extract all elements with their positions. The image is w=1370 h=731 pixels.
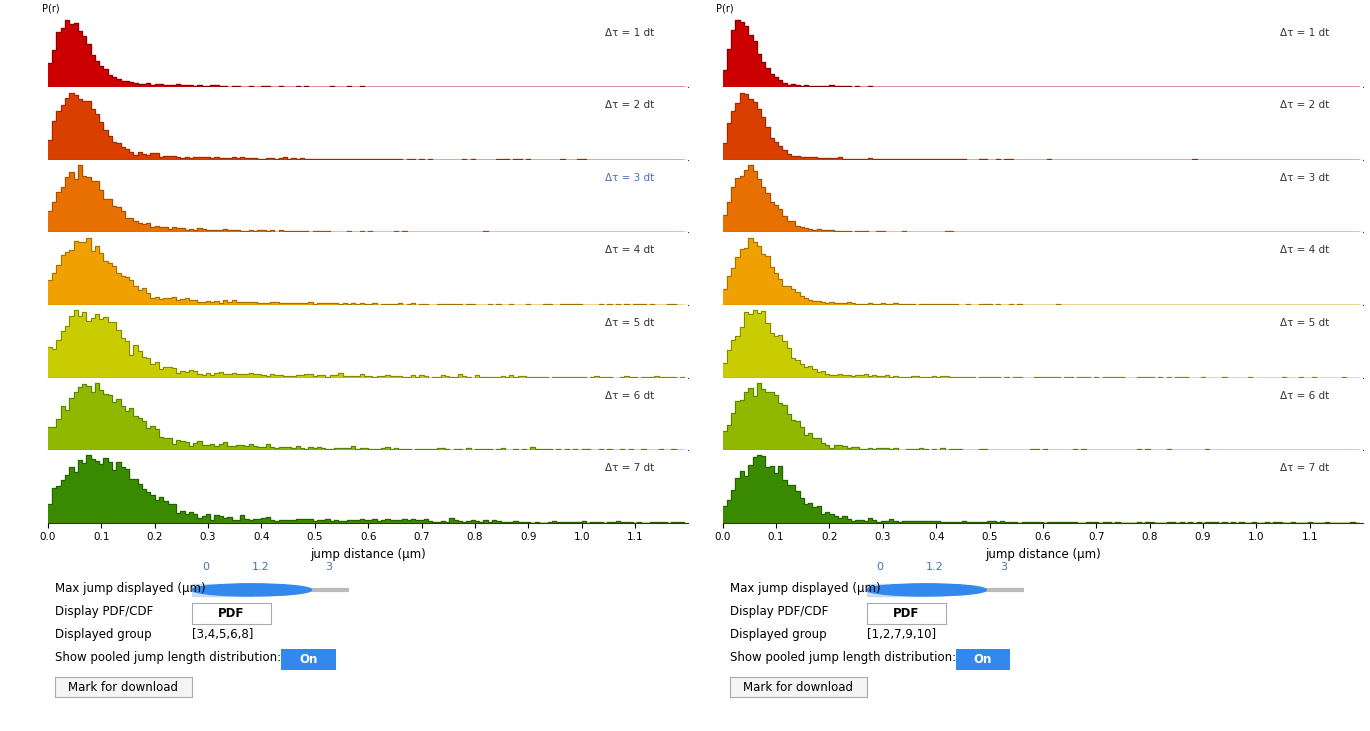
Text: Show pooled jump length distribution:: Show pooled jump length distribution: (729, 651, 956, 664)
Text: Δτ = 2 dt: Δτ = 2 dt (1280, 100, 1329, 110)
Text: Δτ = 4 dt: Δτ = 4 dt (1280, 246, 1329, 255)
Text: [3,4,5,6,8]: [3,4,5,6,8] (192, 628, 253, 641)
Text: Δτ = 3 dt: Δτ = 3 dt (1280, 173, 1329, 183)
Text: 0: 0 (877, 561, 884, 572)
Text: 1.2: 1.2 (252, 561, 269, 572)
Text: Δτ = 6 dt: Δτ = 6 dt (1280, 390, 1329, 401)
Text: Δτ = 7 dt: Δτ = 7 dt (1280, 463, 1329, 473)
Text: 0: 0 (201, 561, 210, 572)
Text: Δτ = 6 dt: Δτ = 6 dt (606, 390, 655, 401)
Text: Δτ = 2 dt: Δτ = 2 dt (606, 100, 655, 110)
Text: PDF: PDF (218, 607, 245, 620)
Text: Max jump displayed (μm): Max jump displayed (μm) (55, 582, 206, 595)
Text: Max jump displayed (μm): Max jump displayed (μm) (729, 582, 880, 595)
Text: Displayed group: Displayed group (55, 628, 152, 641)
Text: Δτ = 3 dt: Δτ = 3 dt (606, 173, 655, 183)
Text: [1,2,7,9,10]: [1,2,7,9,10] (866, 628, 936, 641)
Text: On: On (974, 653, 992, 666)
X-axis label: jump distance (μm): jump distance (μm) (985, 548, 1100, 561)
Text: Δτ = 5 dt: Δτ = 5 dt (606, 318, 655, 328)
Text: 3: 3 (325, 561, 333, 572)
Text: Display PDF/CDF: Display PDF/CDF (55, 605, 153, 618)
Text: Δτ = 5 dt: Δτ = 5 dt (1280, 318, 1329, 328)
Text: Display PDF/CDF: Display PDF/CDF (729, 605, 827, 618)
Text: Δτ = 1 dt: Δτ = 1 dt (606, 28, 655, 38)
Text: PDF: PDF (893, 607, 919, 620)
Text: On: On (299, 653, 318, 666)
Text: 1.2: 1.2 (926, 561, 944, 572)
X-axis label: jump distance (μm): jump distance (μm) (311, 548, 426, 561)
Circle shape (192, 584, 311, 596)
Text: H₂B: H₂B (1043, 0, 1171, 11)
Text: Mark for download: Mark for download (68, 681, 178, 694)
Circle shape (866, 584, 986, 596)
Text: Sox2: Sox2 (322, 0, 478, 11)
Text: Mark for download: Mark for download (743, 681, 854, 694)
Text: P(r): P(r) (717, 3, 734, 13)
Text: Displayed group: Displayed group (729, 628, 826, 641)
Text: P(r): P(r) (41, 3, 59, 13)
Text: Δτ = 7 dt: Δτ = 7 dt (606, 463, 655, 473)
Text: Show pooled jump length distribution:: Show pooled jump length distribution: (55, 651, 281, 664)
Text: Δτ = 4 dt: Δτ = 4 dt (606, 246, 655, 255)
Text: 3: 3 (1000, 561, 1007, 572)
Text: Δτ = 1 dt: Δτ = 1 dt (1280, 28, 1329, 38)
